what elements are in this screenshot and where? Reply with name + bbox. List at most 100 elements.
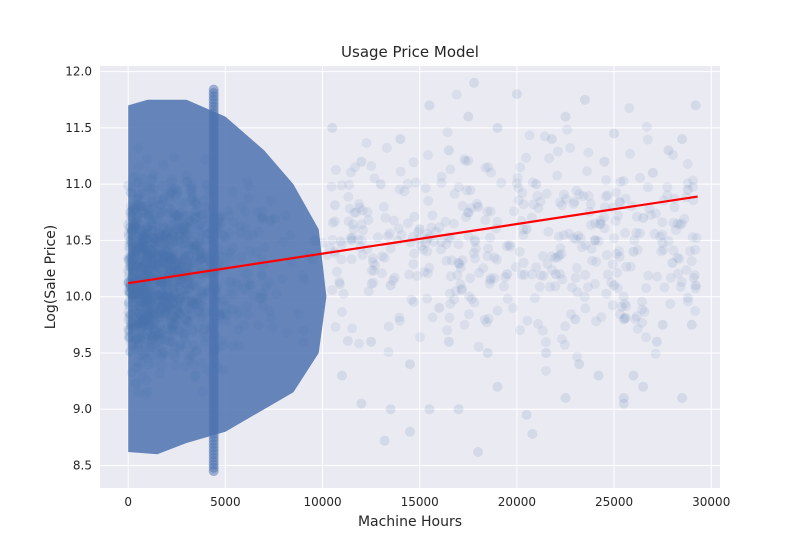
scatter-point bbox=[138, 313, 149, 324]
scatter-point bbox=[173, 308, 184, 318]
scatter-point bbox=[133, 344, 144, 355]
scatter-point bbox=[131, 357, 142, 368]
scatter-point bbox=[156, 286, 167, 297]
scatter-point bbox=[572, 287, 583, 298]
scatter-point bbox=[418, 244, 429, 255]
scatter-point bbox=[132, 261, 143, 271]
scatter-point bbox=[136, 262, 147, 272]
scatter-point bbox=[675, 281, 686, 292]
scatter-point bbox=[478, 263, 489, 274]
scatter-point bbox=[507, 303, 518, 313]
scatter-point bbox=[170, 302, 181, 313]
scatter-point bbox=[132, 333, 143, 344]
scatter-point bbox=[147, 214, 157, 225]
scatter-point bbox=[511, 178, 522, 189]
scatter-point bbox=[175, 241, 185, 252]
scatter-point bbox=[449, 294, 460, 305]
scatter-point bbox=[147, 297, 158, 308]
scatter-point bbox=[141, 229, 152, 240]
scatter-point bbox=[182, 279, 193, 290]
scatter-point bbox=[137, 297, 148, 308]
scatter-point bbox=[193, 246, 204, 256]
scatter-point bbox=[144, 330, 155, 341]
scatter-point bbox=[146, 307, 157, 318]
scatter-point bbox=[474, 267, 485, 278]
scatter-point bbox=[145, 349, 156, 360]
scatter-point bbox=[137, 254, 147, 265]
scatter-point bbox=[159, 230, 170, 241]
scatter-point bbox=[126, 229, 137, 240]
scatter-point bbox=[168, 236, 178, 247]
scatter-point bbox=[142, 296, 153, 307]
scatter-point bbox=[176, 327, 187, 338]
scatter-point bbox=[344, 179, 355, 190]
scatter-point bbox=[280, 210, 291, 221]
scatter-point bbox=[129, 318, 140, 329]
scatter-point bbox=[129, 265, 140, 276]
scatter-point bbox=[153, 290, 164, 301]
scatter-point bbox=[148, 308, 159, 319]
scatter-point bbox=[138, 349, 148, 360]
scatter-point bbox=[198, 323, 209, 334]
scatter-point bbox=[134, 281, 145, 292]
scatter-point bbox=[155, 254, 165, 264]
scatter-point bbox=[123, 228, 134, 239]
scatter-point bbox=[135, 350, 145, 361]
scatter-point bbox=[129, 204, 140, 215]
scatter-point bbox=[408, 259, 419, 270]
scatter-point bbox=[159, 280, 170, 291]
scatter-point bbox=[157, 250, 168, 260]
scatter-point bbox=[147, 290, 158, 301]
scatter-point bbox=[218, 365, 229, 375]
scatter-point bbox=[181, 289, 192, 300]
scatter-point bbox=[192, 240, 203, 251]
scatter-point bbox=[179, 225, 190, 236]
scatter-point bbox=[187, 240, 198, 251]
scatter-point bbox=[383, 321, 394, 332]
scatter-point bbox=[330, 200, 340, 211]
scatter-point bbox=[165, 188, 176, 199]
scatter-point bbox=[146, 334, 157, 345]
scatter-point bbox=[125, 187, 136, 198]
scatter-point bbox=[449, 188, 460, 199]
scatter-point bbox=[168, 276, 179, 287]
scatter-point bbox=[142, 153, 153, 164]
scatter-point bbox=[137, 323, 148, 334]
scatter-point bbox=[134, 243, 145, 254]
chart-title: Usage Price Model bbox=[341, 43, 479, 61]
scatter-point bbox=[395, 166, 406, 177]
scatter-point bbox=[181, 265, 192, 276]
scatter-point bbox=[336, 180, 347, 191]
scatter-point bbox=[186, 303, 197, 314]
scatter-point bbox=[143, 307, 154, 318]
scatter-point bbox=[186, 300, 197, 311]
scatter-point bbox=[154, 289, 165, 300]
scatter-point bbox=[146, 239, 157, 250]
scatter-point bbox=[327, 285, 338, 295]
scatter-point bbox=[682, 184, 693, 195]
scatter-point bbox=[621, 301, 632, 312]
scatter-point bbox=[166, 205, 177, 216]
scatter-point bbox=[566, 309, 577, 320]
scatter-point bbox=[184, 315, 195, 326]
scatter-point bbox=[125, 309, 136, 320]
scatter-point bbox=[221, 245, 231, 256]
scatter-point bbox=[218, 308, 229, 319]
scatter-point bbox=[554, 250, 565, 261]
scatter-point bbox=[219, 295, 230, 305]
scatter-point bbox=[173, 216, 184, 227]
scatter-point bbox=[191, 252, 202, 263]
scatter-point bbox=[158, 208, 168, 219]
scatter-point bbox=[151, 233, 162, 244]
scatter-point bbox=[348, 224, 359, 235]
scatter-point bbox=[159, 245, 170, 256]
scatter-point bbox=[142, 305, 153, 316]
scatter-point bbox=[168, 323, 179, 334]
scatter-point bbox=[199, 154, 210, 165]
scatter-point bbox=[126, 263, 137, 273]
scatter-point bbox=[189, 197, 200, 208]
scatter-point bbox=[129, 281, 140, 292]
scatter-point bbox=[147, 254, 158, 265]
scatter-point bbox=[638, 212, 649, 223]
scatter-point bbox=[141, 290, 152, 301]
